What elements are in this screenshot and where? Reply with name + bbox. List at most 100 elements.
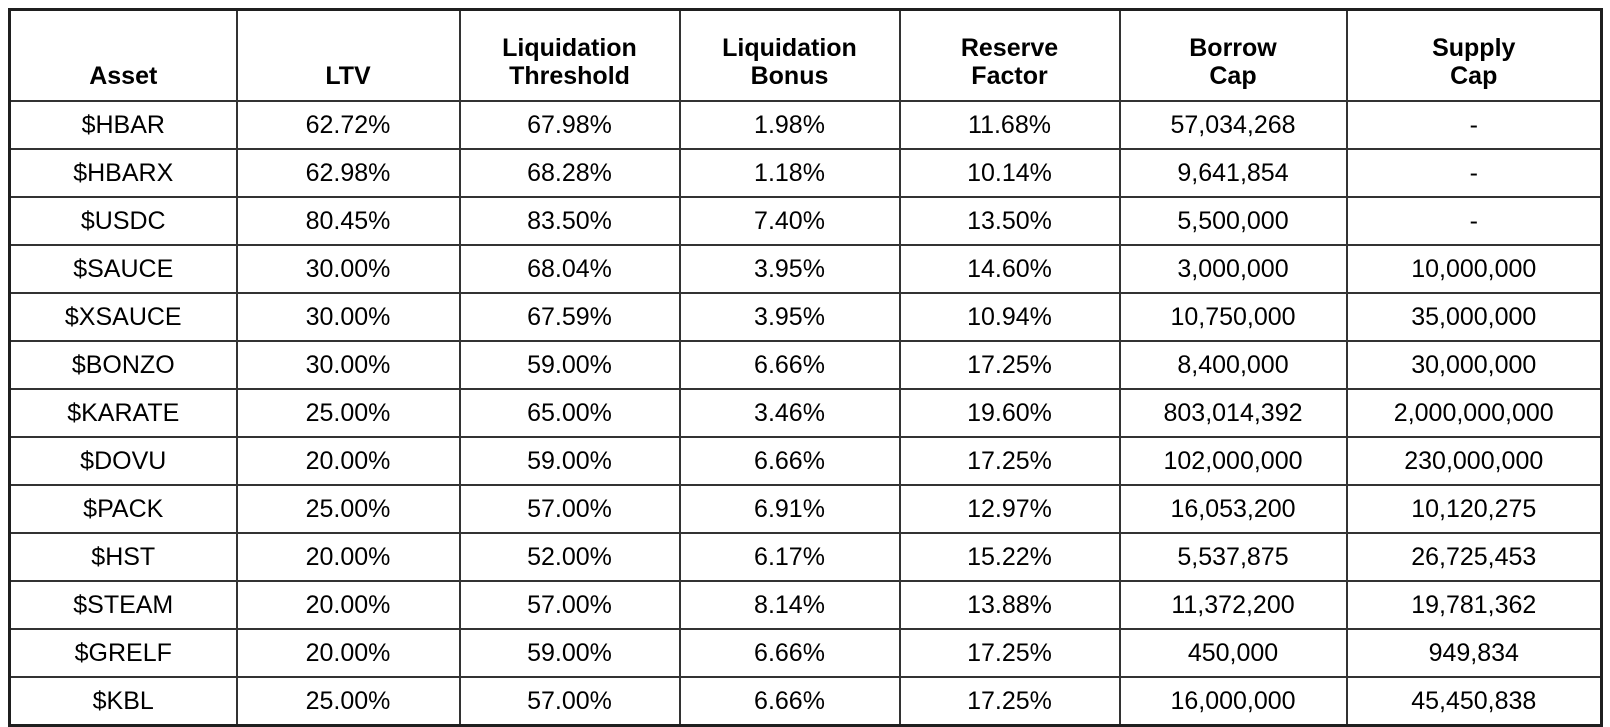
cell-supply-cap: 10,120,275 (1345, 484, 1603, 534)
cell-liquidation-bonus: 1.18% (678, 148, 901, 198)
cell-liquidation-threshold: 57.00% (458, 580, 681, 630)
cell-liquidation-bonus: 3.95% (678, 244, 901, 294)
cell-asset: $SAUCE (8, 244, 238, 294)
table-row-$KARATE: $KARATE 25.00% 65.00% 3.46% 19.60% 803,014,39… (8, 388, 1603, 438)
cell-ltv: 20.00% (235, 628, 461, 678)
table-row-$GRELF: $GRELF 20.00% 59.00% 6.66% 17.25% 450,000 949,… (8, 628, 1603, 678)
column-header-borrow-cap: Borrow Cap (1118, 8, 1348, 102)
cell-asset: $HBARX (8, 148, 238, 198)
cell-liquidation-threshold: 65.00% (458, 388, 681, 438)
column-header-reserve-factor: Reserve Factor (898, 8, 1121, 102)
cell-liquidation-threshold: 83.50% (458, 196, 681, 246)
table-row-$HST: $HST 20.00% 52.00% 6.17% 15.22% 5,537,875 26,7… (8, 532, 1603, 582)
cell-supply-cap: 949,834 (1345, 628, 1603, 678)
table-row-$USDC: $USDC 80.45% 83.50% 7.40% 13.50% 5,500,000- (8, 196, 1603, 246)
cell-borrow-cap: 16,000,000 (1118, 676, 1348, 727)
cell-liquidation-bonus: 3.95% (678, 292, 901, 342)
table-row-$XSAUCE: $XSAUCE 30.00% 67.59% 3.95% 10.94% 10,750,000… (8, 292, 1603, 342)
cell-reserve-factor: 12.97% (898, 484, 1121, 534)
cell-liquidation-threshold: 57.00% (458, 484, 681, 534)
cell-supply-cap: 19,781,362 (1345, 580, 1603, 630)
cell-reserve-factor: 10.94% (898, 292, 1121, 342)
cell-supply-cap: - (1345, 196, 1603, 246)
cell-reserve-factor: 14.60% (898, 244, 1121, 294)
cell-ltv: 25.00% (235, 676, 461, 727)
cell-asset: $HBAR (8, 100, 238, 150)
cell-supply-cap: 230,000,000 (1345, 436, 1603, 486)
cell-supply-cap: 26,725,453 (1345, 532, 1603, 582)
cell-ltv: 25.00% (235, 388, 461, 438)
cell-liquidation-threshold: 59.00% (458, 628, 681, 678)
cell-reserve-factor: 13.88% (898, 580, 1121, 630)
cell-asset: $KBL (8, 676, 238, 727)
cell-supply-cap: - (1345, 100, 1603, 150)
cell-supply-cap: 35,000,000 (1345, 292, 1603, 342)
cell-borrow-cap: 803,014,392 (1118, 388, 1348, 438)
cell-reserve-factor: 19.60% (898, 388, 1121, 438)
cell-liquidation-bonus: 8.14% (678, 580, 901, 630)
column-header-supply-cap: Supply Cap (1345, 8, 1603, 102)
cell-asset: $PACK (8, 484, 238, 534)
table-row-$DOVU: $DOVU 20.00% 59.00% 6.66% 17.25% 102,000,000 2… (8, 436, 1603, 486)
cell-liquidation-bonus: 6.66% (678, 676, 901, 727)
cell-ltv: 20.00% (235, 436, 461, 486)
table-row-$HBARX: $HBARX 62.98% 68.28% 1.18% 10.14% 9,641,854- (8, 148, 1603, 198)
table-row-$SAUCE: $SAUCE 30.00% 68.04% 3.95% 14.60% 3,000,000 10… (8, 244, 1603, 294)
cell-asset: $KARATE (8, 388, 238, 438)
cell-liquidation-threshold: 57.00% (458, 676, 681, 727)
cell-borrow-cap: 57,034,268 (1118, 100, 1348, 150)
cell-asset: $GRELF (8, 628, 238, 678)
cell-liquidation-bonus: 6.66% (678, 340, 901, 390)
table-row-$BONZO: $BONZO 30.00% 59.00% 6.66% 17.25% 8,400,000 30… (8, 340, 1603, 390)
cell-liquidation-threshold: 67.98% (458, 100, 681, 150)
cell-borrow-cap: 11,372,200 (1118, 580, 1348, 630)
cell-borrow-cap: 450,000 (1118, 628, 1348, 678)
asset-parameters-table-container: Asset LTV Liquidation Threshold Liquidation… (8, 8, 1603, 727)
cell-reserve-factor: 17.25% (898, 436, 1121, 486)
column-header-liquidation-bonus: Liquidation Bonus (678, 8, 901, 102)
cell-liquidation-threshold: 68.28% (458, 148, 681, 198)
cell-liquidation-threshold: 52.00% (458, 532, 681, 582)
cell-supply-cap: 10,000,000 (1345, 244, 1603, 294)
cell-liquidation-threshold: 67.59% (458, 292, 681, 342)
cell-asset: $XSAUCE (8, 292, 238, 342)
cell-liquidation-bonus: 6.17% (678, 532, 901, 582)
cell-liquidation-threshold: 59.00% (458, 340, 681, 390)
cell-ltv: 20.00% (235, 580, 461, 630)
cell-liquidation-bonus: 6.66% (678, 628, 901, 678)
cell-ltv: 30.00% (235, 340, 461, 390)
cell-asset: $BONZO (8, 340, 238, 390)
cell-liquidation-bonus: 1.98% (678, 100, 901, 150)
cell-asset: $DOVU (8, 436, 238, 486)
cell-ltv: 20.00% (235, 532, 461, 582)
cell-reserve-factor: 13.50% (898, 196, 1121, 246)
cell-borrow-cap: 10,750,000 (1118, 292, 1348, 342)
cell-liquidation-threshold: 68.04% (458, 244, 681, 294)
table-row-$PACK: $PACK 25.00% 57.00% 6.91% 12.97% 16,053,200 10… (8, 484, 1603, 534)
header-row: Asset LTV Liquidation Threshold Liquidation… (8, 8, 1603, 102)
cell-asset: $HST (8, 532, 238, 582)
cell-asset: $STEAM (8, 580, 238, 630)
cell-ltv: 30.00% (235, 292, 461, 342)
cell-liquidation-threshold: 59.00% (458, 436, 681, 486)
cell-ltv: 30.00% (235, 244, 461, 294)
column-header-ltv: LTV (235, 8, 461, 102)
cell-borrow-cap: 5,500,000 (1118, 196, 1348, 246)
cell-borrow-cap: 3,000,000 (1118, 244, 1348, 294)
table-row-$KBL: $KBL 25.00% 57.00% 6.66% 17.25% 16,000,000 45,… (8, 676, 1603, 727)
cell-ltv: 62.72% (235, 100, 461, 150)
cell-reserve-factor: 17.25% (898, 340, 1121, 390)
cell-liquidation-bonus: 7.40% (678, 196, 901, 246)
cell-supply-cap: 45,450,838 (1345, 676, 1603, 727)
cell-liquidation-bonus: 6.91% (678, 484, 901, 534)
cell-reserve-factor: 15.22% (898, 532, 1121, 582)
cell-borrow-cap: 8,400,000 (1118, 340, 1348, 390)
cell-reserve-factor: 10.14% (898, 148, 1121, 198)
cell-liquidation-bonus: 3.46% (678, 388, 901, 438)
cell-reserve-factor: 17.25% (898, 676, 1121, 727)
cell-ltv: 80.45% (235, 196, 461, 246)
cell-borrow-cap: 9,641,854 (1118, 148, 1348, 198)
cell-supply-cap: - (1345, 148, 1603, 198)
cell-supply-cap: 30,000,000 (1345, 340, 1603, 390)
table-row-$HBAR: $HBAR 62.72% 67.98% 1.98% 11.68% 57,034,268- (8, 100, 1603, 150)
